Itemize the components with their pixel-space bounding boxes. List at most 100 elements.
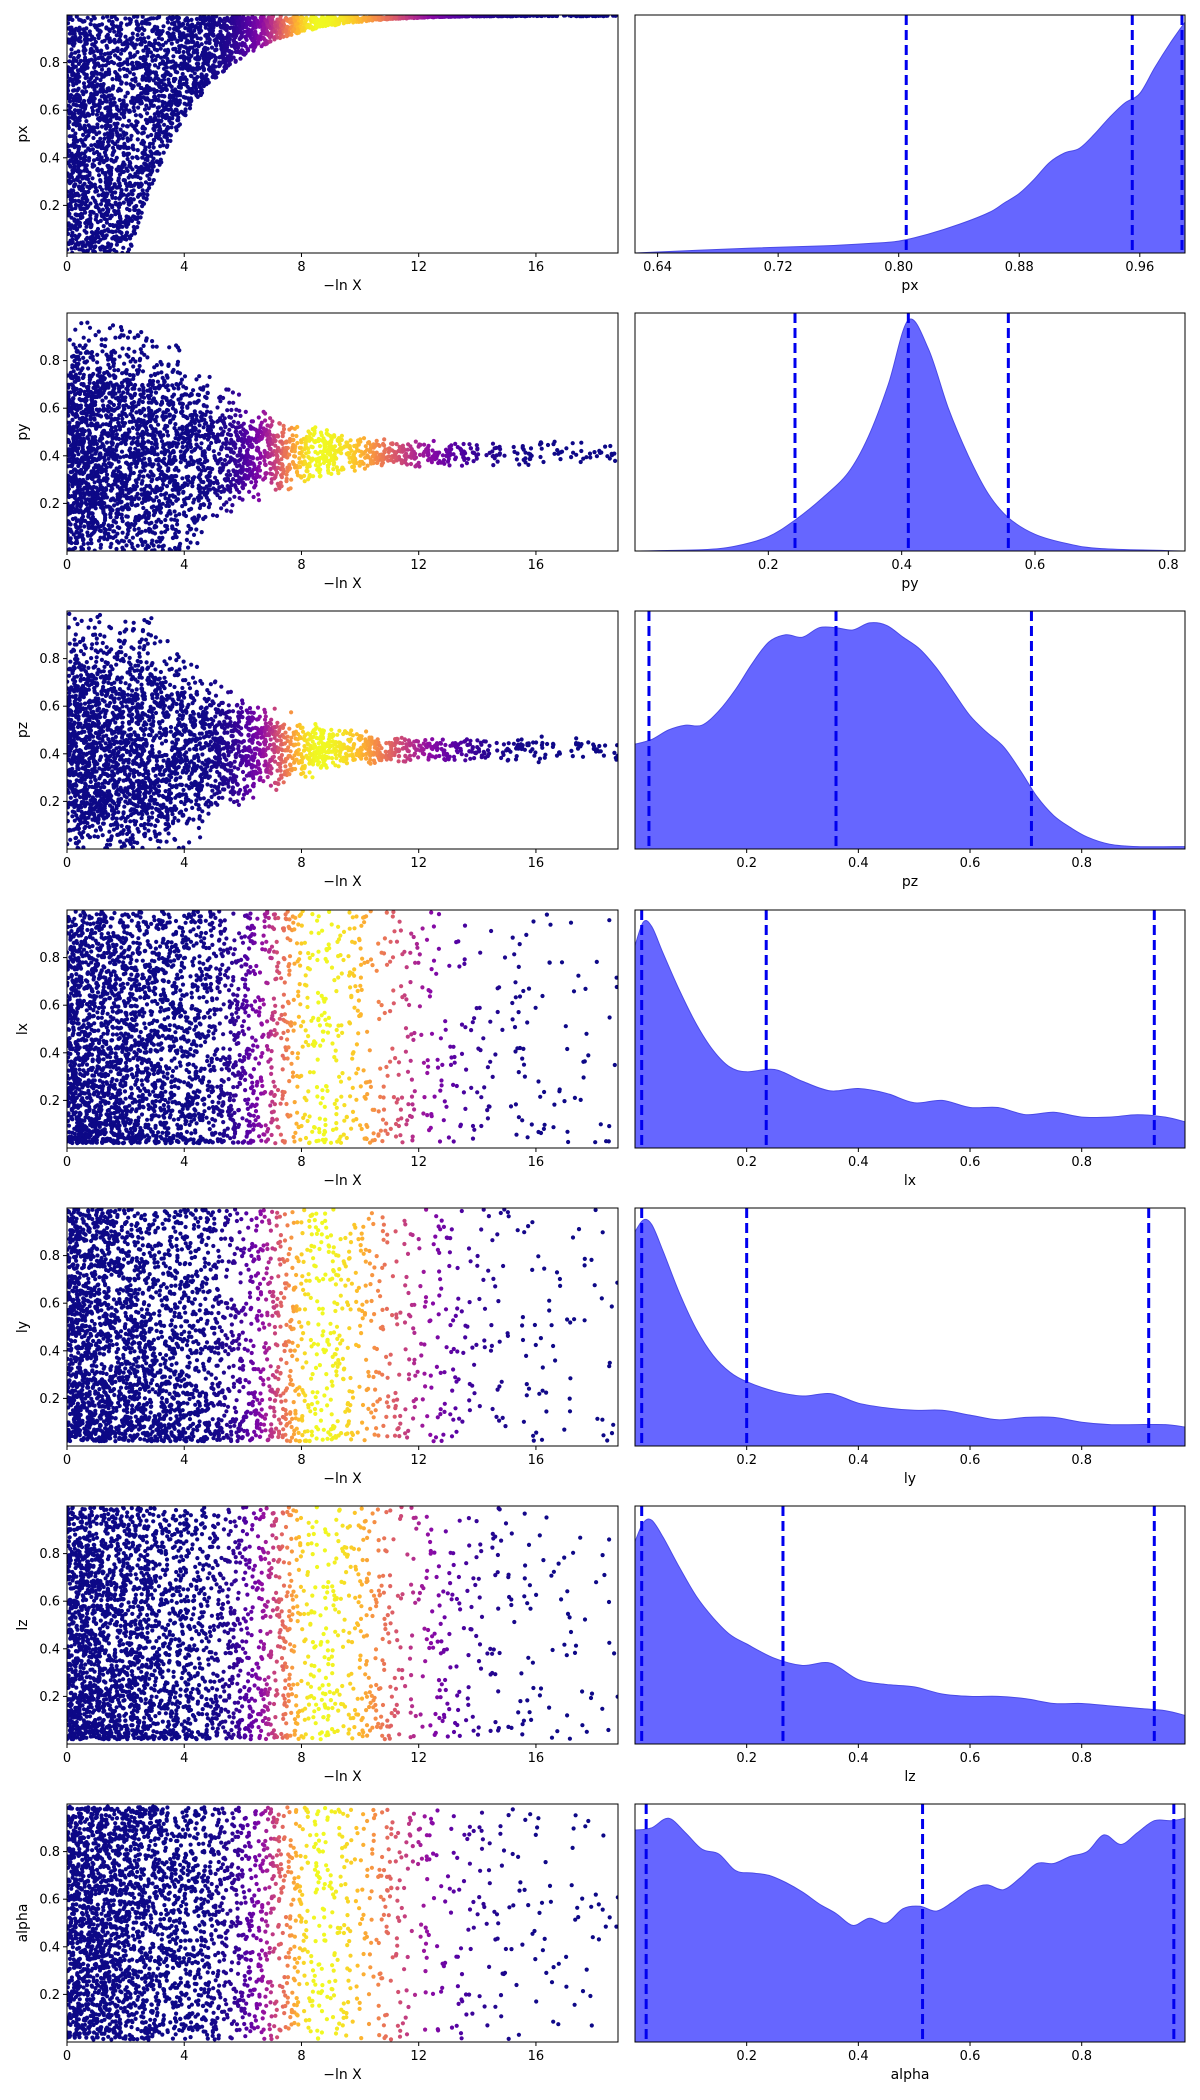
scatter-point [103, 176, 108, 181]
scatter-point [74, 15, 79, 19]
scatter-point [111, 96, 116, 101]
scatter-point [160, 548, 165, 551]
scatter-point [117, 27, 122, 32]
scatter-point [102, 94, 107, 99]
scatter-point [109, 350, 114, 355]
scatter-point [119, 538, 124, 543]
scatter-point [88, 22, 93, 27]
scatter-point [132, 527, 137, 532]
scatter-point [135, 194, 141, 199]
scatter-point [179, 43, 184, 48]
scatter-point [98, 184, 103, 190]
scatter-point [73, 131, 78, 136]
scatter-point [113, 53, 118, 58]
scatter-point [90, 147, 95, 152]
density-area [634, 20, 1186, 254]
scatter-point [119, 230, 124, 236]
scatter-point [165, 20, 170, 25]
scatter-point [250, 419, 256, 424]
scatter-point [166, 125, 171, 130]
scatter-point [73, 64, 78, 69]
scatter-point [84, 89, 89, 94]
scatter-point [108, 118, 113, 124]
scatter-point [579, 448, 584, 454]
scatter-point [101, 74, 106, 79]
scatter-point [95, 61, 100, 66]
scatter-point [94, 132, 99, 137]
scatter-point [170, 501, 175, 506]
scatter-point [317, 444, 323, 449]
scatter-point [163, 517, 168, 523]
scatter-point [141, 95, 146, 100]
scatter-point [141, 142, 146, 147]
scatter-point [201, 56, 206, 62]
scatter-point [145, 188, 150, 193]
scatter-point [221, 23, 226, 28]
scatter-point [67, 103, 71, 108]
scatter-point [84, 230, 89, 235]
scatter-point [151, 44, 156, 49]
scatter-point [574, 15, 579, 19]
scatter-point [91, 158, 97, 163]
scatter-point [150, 530, 155, 535]
scatter-point [213, 55, 218, 60]
scatter-point [124, 166, 129, 171]
scatter-point [78, 487, 84, 492]
scatter-point [68, 28, 73, 33]
scatter-point [68, 54, 73, 59]
scatter-point [72, 41, 77, 46]
scatter-point [67, 99, 73, 104]
scatter-point [118, 216, 123, 221]
scatter-point [176, 84, 181, 89]
scatter-point [92, 43, 97, 48]
scatter-point [130, 41, 135, 46]
scatter-point [127, 163, 132, 168]
scatter-point [121, 113, 126, 118]
scatter-point [151, 145, 156, 150]
scatter-point [165, 56, 170, 62]
scatter-point [251, 20, 256, 25]
scatter-point [127, 16, 132, 21]
scatter-point [135, 371, 140, 376]
scatter-point [231, 55, 236, 60]
scatter-point [229, 43, 234, 48]
scatter-point [299, 475, 304, 480]
scatter-point [173, 527, 178, 533]
scatter-point [245, 47, 250, 52]
scatter-point [236, 20, 241, 25]
scatter-point [75, 71, 81, 76]
scatter-point [90, 105, 95, 110]
scatter-point [114, 515, 119, 520]
scatter-point [187, 64, 192, 69]
scatter-point [339, 17, 344, 22]
scatter-point [78, 199, 83, 204]
scatter-point [76, 38, 82, 44]
scatter-point [127, 109, 132, 114]
scatter-point [186, 523, 191, 529]
scatter-point [214, 75, 219, 80]
scatter-point [400, 16, 406, 21]
scatter-point [204, 32, 209, 37]
scatter-point [175, 359, 181, 364]
scatter-point [169, 517, 174, 522]
x-tick-label: 0 [63, 260, 71, 275]
scatter-point [380, 15, 385, 20]
scatter-point [147, 408, 152, 414]
scatter-point [161, 94, 166, 99]
scatter-point [78, 180, 83, 185]
scatter-point [83, 210, 88, 215]
scatter-point [71, 30, 76, 35]
scatter-point [125, 193, 130, 198]
scatter-point [84, 163, 89, 168]
scatter-point [110, 323, 116, 328]
scatter-point [138, 347, 143, 352]
scatter-point [235, 49, 240, 55]
scatter-point [224, 28, 229, 33]
scatter-point [72, 145, 77, 150]
scatter-point [214, 15, 219, 19]
scatter-point [133, 503, 138, 508]
scatter-point [128, 446, 133, 451]
scatter-point [106, 169, 111, 174]
scatter-point [228, 25, 233, 31]
scatter-point [170, 15, 175, 20]
